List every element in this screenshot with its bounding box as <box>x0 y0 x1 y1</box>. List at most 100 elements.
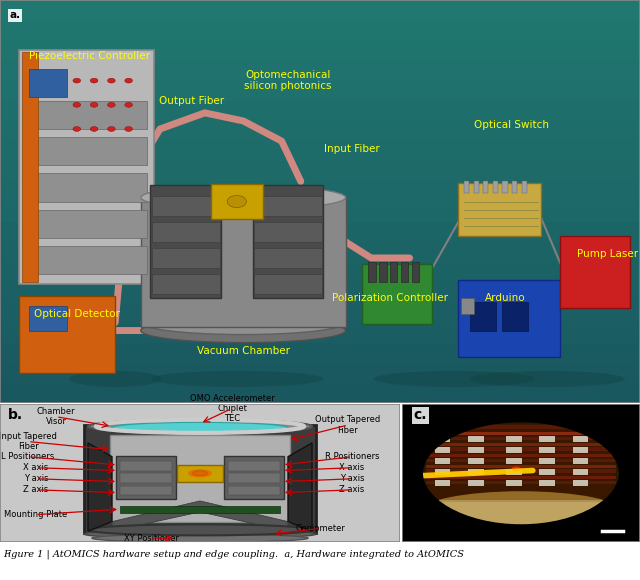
Bar <box>0 161 640 182</box>
FancyBboxPatch shape <box>110 436 290 522</box>
Ellipse shape <box>420 491 622 532</box>
Bar <box>426 437 616 440</box>
Bar <box>0 0 640 20</box>
Ellipse shape <box>374 371 535 387</box>
Bar <box>26 246 147 274</box>
Circle shape <box>409 408 633 538</box>
Circle shape <box>73 78 81 83</box>
FancyBboxPatch shape <box>116 456 176 499</box>
FancyBboxPatch shape <box>211 184 263 219</box>
Bar <box>120 461 172 470</box>
Bar <box>254 274 322 294</box>
FancyBboxPatch shape <box>468 436 484 442</box>
FancyBboxPatch shape <box>435 469 451 475</box>
Circle shape <box>108 78 115 83</box>
Text: X axis: X axis <box>339 463 365 472</box>
FancyBboxPatch shape <box>573 458 588 464</box>
Bar <box>502 182 508 194</box>
Circle shape <box>90 126 98 132</box>
Text: Optical Detector: Optical Detector <box>34 309 120 320</box>
Bar <box>253 186 323 298</box>
Ellipse shape <box>141 310 346 335</box>
Bar <box>0 121 640 141</box>
Bar <box>483 182 488 194</box>
Circle shape <box>188 469 212 477</box>
Bar <box>152 274 220 294</box>
Bar <box>0 60 640 81</box>
Ellipse shape <box>69 371 161 387</box>
Circle shape <box>108 126 115 132</box>
Text: Input Tapered
Fiber: Input Tapered Fiber <box>0 432 57 451</box>
Bar <box>26 209 147 238</box>
Bar <box>470 302 496 331</box>
FancyBboxPatch shape <box>84 425 316 532</box>
Circle shape <box>73 126 81 132</box>
Bar <box>228 461 280 470</box>
FancyBboxPatch shape <box>573 469 588 475</box>
FancyBboxPatch shape <box>468 469 484 475</box>
Circle shape <box>73 103 81 107</box>
Circle shape <box>90 103 98 107</box>
Text: Y axis: Y axis <box>340 474 364 483</box>
Text: Z axis: Z axis <box>339 485 365 494</box>
FancyBboxPatch shape <box>540 469 555 475</box>
Bar <box>141 198 346 327</box>
Text: a.: a. <box>10 10 20 20</box>
Bar <box>401 262 408 282</box>
Bar <box>426 469 616 473</box>
Text: L Positioners: L Positioners <box>1 452 54 461</box>
FancyBboxPatch shape <box>362 264 432 324</box>
Bar <box>0 141 640 161</box>
Ellipse shape <box>141 186 346 209</box>
FancyBboxPatch shape <box>435 480 451 486</box>
Circle shape <box>125 78 132 83</box>
Bar <box>512 182 517 194</box>
Bar <box>0 282 640 302</box>
Ellipse shape <box>88 419 312 433</box>
Text: igure 1 | AtOMICS hardware setup and edge coupling.  a, Hardware integrated to A: igure 1 | AtOMICS hardware setup and edg… <box>8 550 464 559</box>
Text: Arduino: Arduino <box>485 293 526 303</box>
Bar <box>426 454 616 456</box>
Bar <box>228 473 280 483</box>
Text: XY Positioner: XY Positioner <box>125 534 179 543</box>
Bar <box>152 222 220 242</box>
Text: Goniometer: Goniometer <box>295 524 345 533</box>
FancyBboxPatch shape <box>468 447 484 453</box>
Bar <box>0 262 640 282</box>
Text: Z axis: Z axis <box>24 485 49 494</box>
Bar <box>254 248 322 268</box>
Bar <box>493 182 498 194</box>
Bar <box>0 182 640 201</box>
Bar <box>426 425 616 429</box>
Text: Vacuum Chamber: Vacuum Chamber <box>196 346 290 356</box>
Bar <box>254 222 322 242</box>
Bar <box>254 195 322 216</box>
Text: Polarization Controller: Polarization Controller <box>332 293 449 303</box>
Bar <box>426 499 607 524</box>
Bar <box>26 173 147 201</box>
Bar <box>120 485 172 495</box>
Circle shape <box>108 103 115 107</box>
FancyBboxPatch shape <box>560 236 630 309</box>
Circle shape <box>125 103 132 107</box>
Bar <box>426 481 616 484</box>
Ellipse shape <box>141 318 346 343</box>
Text: b.: b. <box>8 408 23 422</box>
Text: OMO Accelerometer
Chiplet
TEC: OMO Accelerometer Chiplet TEC <box>189 393 275 423</box>
Bar <box>26 101 147 129</box>
FancyBboxPatch shape <box>177 465 223 482</box>
Bar <box>426 447 616 451</box>
Text: Pump Laser: Pump Laser <box>577 249 639 259</box>
Text: Input Fiber: Input Fiber <box>324 144 380 154</box>
Bar <box>368 262 376 282</box>
Text: c.: c. <box>414 408 428 422</box>
Circle shape <box>193 471 207 476</box>
Bar <box>0 81 640 101</box>
Text: Y axis: Y axis <box>24 474 48 483</box>
FancyBboxPatch shape <box>573 436 588 442</box>
Ellipse shape <box>84 529 316 539</box>
Bar <box>502 302 528 331</box>
Bar <box>120 473 172 483</box>
Bar <box>0 343 640 363</box>
FancyBboxPatch shape <box>458 280 560 357</box>
